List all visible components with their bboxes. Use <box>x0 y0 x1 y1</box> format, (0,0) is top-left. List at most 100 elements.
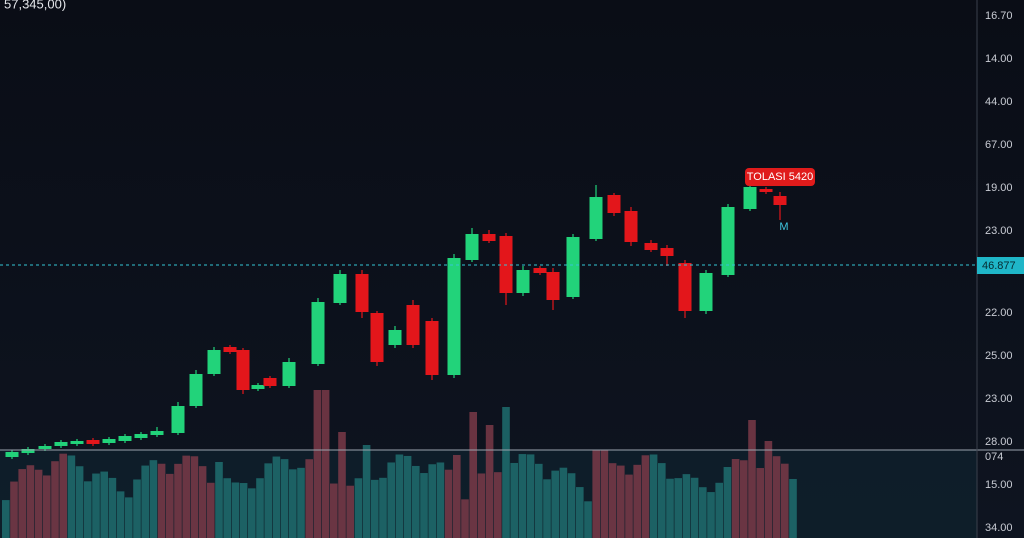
volume-bar <box>617 465 625 538</box>
volume-bar <box>157 463 166 538</box>
price-line-tag <box>977 257 1024 274</box>
volume-bar <box>223 478 231 538</box>
candle-body <box>118 436 132 441</box>
candle-body <box>678 263 692 311</box>
order-tag-label: TOLASI 5420 <box>747 171 813 183</box>
candle-body <box>447 258 461 375</box>
volume-bar <box>321 390 330 538</box>
candle-body <box>251 385 265 389</box>
candle-body <box>406 305 420 345</box>
candle-body <box>236 350 250 390</box>
candle-body <box>546 272 560 300</box>
volume-bar <box>313 390 322 538</box>
volume-bar <box>395 454 404 538</box>
price-tick-label: 16.70 <box>985 10 1013 22</box>
volume-bar <box>100 471 108 538</box>
volume-bar <box>518 454 527 538</box>
candle-body <box>282 362 296 386</box>
candle-body <box>370 313 384 362</box>
candle-body <box>5 452 19 457</box>
candle-body <box>660 248 674 256</box>
volume-bar <box>330 483 338 538</box>
candle-body <box>743 187 757 209</box>
volume-bar <box>67 455 76 538</box>
price-tick-label: 22.00 <box>985 307 1013 319</box>
volume-bar <box>576 487 584 538</box>
candle-body <box>388 330 402 345</box>
volume-bar <box>248 488 256 538</box>
price-line-label: 46.877 <box>982 260 1016 272</box>
candle-body <box>150 431 164 435</box>
volume-bar <box>764 441 773 538</box>
volume-bar <box>428 464 436 538</box>
price-tick-label: 14.00 <box>985 53 1013 65</box>
candle-body <box>263 378 277 386</box>
candle-body <box>607 195 621 213</box>
volume-bar <box>699 487 707 538</box>
volume-bar <box>641 455 650 538</box>
volume-bar <box>174 463 182 538</box>
candle-body <box>134 434 148 438</box>
price-tick-label: 23.00 <box>985 225 1013 237</box>
volume-bar <box>412 465 420 538</box>
order-tag <box>745 168 815 186</box>
volume-bar <box>772 456 781 538</box>
candle-body <box>699 273 713 311</box>
volume-bar <box>682 474 691 538</box>
volume-bar <box>190 456 199 538</box>
volume-bar <box>477 473 486 538</box>
volume-bar <box>51 461 59 538</box>
candle-body <box>21 449 35 453</box>
candle-body <box>311 302 325 364</box>
volume-bar <box>125 497 133 538</box>
volume-bar <box>625 474 633 538</box>
volume-bar <box>166 473 174 538</box>
volume-bar <box>239 483 248 538</box>
volume-bar <box>567 473 576 538</box>
volume-bar <box>526 454 535 538</box>
volume-bar <box>649 454 658 538</box>
candle-body <box>533 268 547 273</box>
volume-bar <box>34 469 43 538</box>
volume-bar <box>748 420 756 538</box>
candle-body <box>355 274 369 312</box>
volume-bar <box>297 467 305 538</box>
volume-bar <box>731 458 740 538</box>
volume-bar <box>485 425 494 538</box>
volume-bar <box>231 482 240 538</box>
volume-bar <box>723 467 732 538</box>
volume-bar <box>141 465 149 538</box>
volume-bar <box>108 477 117 538</box>
candle-body <box>86 440 100 444</box>
candle-body <box>70 441 84 444</box>
volume-bar <box>256 478 264 538</box>
volume-bar <box>461 499 469 538</box>
candle-body <box>465 234 479 260</box>
volume-bar <box>10 481 18 538</box>
volume-bar <box>592 450 600 538</box>
candle-body <box>644 243 658 250</box>
volume-bar <box>707 492 715 538</box>
candle-body <box>721 207 735 275</box>
volume-bar <box>354 478 363 538</box>
price-tick-label: 67.00 <box>985 139 1013 151</box>
candle-body <box>333 274 347 303</box>
volume-bar <box>116 491 125 538</box>
volume-bar <box>149 460 158 538</box>
volume-bar <box>346 485 354 538</box>
volume-bar <box>182 455 190 538</box>
volume-bar <box>371 479 379 538</box>
candle-body <box>38 446 52 449</box>
volume-bar <box>535 463 543 538</box>
candle-body <box>425 321 439 375</box>
volume-bar <box>674 478 682 538</box>
volume-bar <box>436 462 445 538</box>
volume-bar <box>420 473 428 538</box>
price-tick-label: 19.00 <box>985 182 1013 194</box>
candle-body <box>566 237 580 297</box>
top-label: 57,345,00) <box>4 0 66 11</box>
candle-body <box>624 211 638 242</box>
volume-bar <box>502 407 510 538</box>
volume-bar <box>559 467 568 538</box>
